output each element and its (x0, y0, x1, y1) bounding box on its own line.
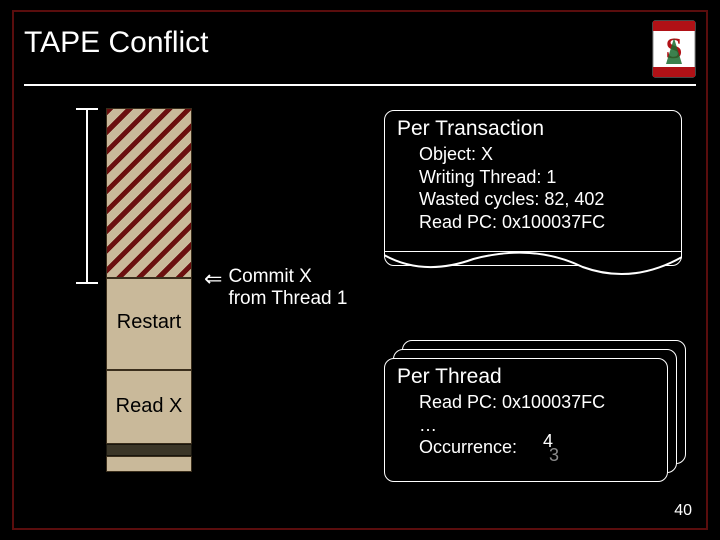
segment-dark-divider (106, 444, 192, 456)
occurrence-value-front: 4 (543, 430, 553, 453)
wasted-span-indicator (76, 108, 98, 284)
segment-read-x-label: Read X (107, 395, 191, 418)
arrow-left-icon: ⇐ (204, 266, 222, 290)
commit-line1: Commit X (228, 266, 347, 288)
occurrence-label: Occurrence: (419, 437, 517, 457)
pth-line-ellipsis: … (397, 414, 655, 437)
per-thread-stack: Per Thread Read PC: 0x100037FC … Occurre… (384, 340, 684, 480)
title-row: TAPE Conflict S (24, 20, 696, 78)
per-transaction-header: Per Transaction (397, 117, 669, 141)
segment-restart: Restart (106, 278, 192, 370)
pt-line-cycles: Wasted cycles: 82, 402 (397, 188, 669, 211)
per-thread-card-front: Per Thread Read PC: 0x100037FC … Occurre… (384, 358, 668, 482)
title-divider (24, 84, 696, 86)
slide-number: 40 (674, 502, 692, 520)
timeline-bar: Restart Read X (106, 108, 192, 472)
torn-edge-icon (384, 251, 682, 279)
per-transaction-card: Per Transaction Object: X Writing Thread… (384, 110, 682, 266)
hatch-pattern (106, 108, 192, 278)
slide-title: TAPE Conflict (24, 20, 209, 60)
pt-line-readpc: Read PC: 0x100037FC (397, 211, 669, 234)
pt-line-object: Object: X (397, 143, 669, 166)
slide-frame: TAPE Conflict S Restart Read X (12, 10, 708, 530)
commit-text: Commit X from Thread 1 (228, 266, 347, 310)
commit-line2: from Thread 1 (228, 288, 347, 310)
pth-line-occurrence: Occurrence: 3 4 (397, 436, 655, 459)
segment-restart-label: Restart (107, 311, 191, 334)
pt-line-thread: Writing Thread: 1 (397, 166, 669, 189)
per-thread-header: Per Thread (397, 365, 655, 389)
stanford-logo: S (652, 20, 696, 78)
pth-line-readpc: Read PC: 0x100037FC (397, 391, 655, 414)
commit-annotation: ⇐ Commit X from Thread 1 (204, 266, 347, 310)
segment-read-x: Read X (106, 370, 192, 444)
segment-tail (106, 456, 192, 472)
segment-hatched-wasted (106, 108, 192, 278)
